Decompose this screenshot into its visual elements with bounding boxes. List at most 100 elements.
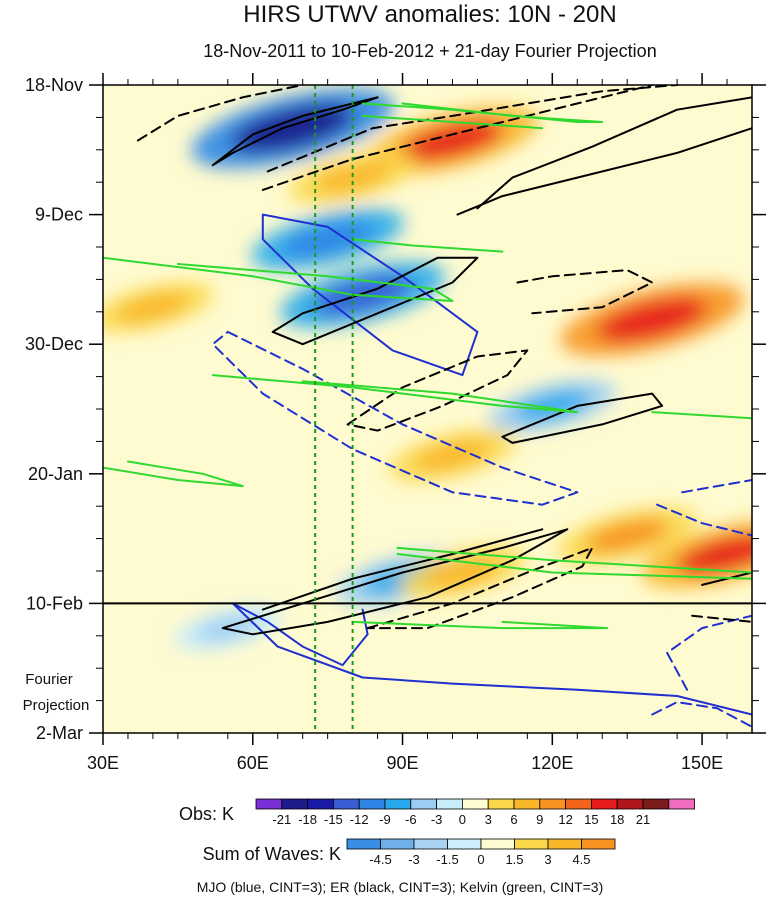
colorbar-swatch xyxy=(539,798,566,810)
colorbar-label: 12 xyxy=(558,812,572,827)
colorbar-label: 18 xyxy=(610,812,624,827)
er-contour xyxy=(346,349,529,432)
er-contour xyxy=(261,528,544,611)
colorbar-label: -9 xyxy=(379,812,391,827)
colorbar-swatch xyxy=(346,838,381,850)
obs-colorbar-label: Obs: K xyxy=(179,804,234,824)
y-tick-label: 10-Feb xyxy=(26,593,83,613)
chart-subtitle: 18-Nov-2011 to 10-Feb-2012 + 21-day Four… xyxy=(203,41,656,61)
colorbar-label: 6 xyxy=(510,812,517,827)
er-contour xyxy=(366,546,594,630)
kelvin-contour xyxy=(396,553,752,580)
er-contour xyxy=(501,392,664,444)
projection-label-line1: Fourier xyxy=(25,671,73,688)
anomaly-core xyxy=(281,220,374,258)
colorbar-label: -3 xyxy=(408,852,420,867)
colorbar-swatch xyxy=(281,798,308,810)
colorbar-swatch xyxy=(413,838,448,850)
colorbar-swatch xyxy=(642,798,670,810)
er-contour xyxy=(136,85,304,142)
x-tick-label: 30E xyxy=(87,753,119,773)
plot-area xyxy=(102,84,753,734)
colorbar-label: -1.5 xyxy=(436,852,458,867)
anomaly-core xyxy=(513,390,591,422)
er-contour xyxy=(271,256,479,346)
obs-colorbar: -21 -18 -15 -12 -9 -6 -3 0 3 6 9 12 15 18 21 xyxy=(255,798,695,827)
colorbar-label: 15 xyxy=(584,812,598,827)
colorbar-label: 3 xyxy=(544,852,551,867)
projection-label-line2: Projection xyxy=(23,697,90,714)
er-contour xyxy=(476,96,752,210)
anomaly-core xyxy=(116,292,190,323)
colorbar-label: -6 xyxy=(405,812,417,827)
er-contour xyxy=(691,614,752,623)
reference-lines xyxy=(103,85,752,733)
wave-legend-text: MJO (blue, CINT=3); ER (black, CINT=3); … xyxy=(197,879,604,895)
colorbar-swatch xyxy=(461,798,489,810)
colorbar-swatch xyxy=(668,798,695,810)
kelvin-contour xyxy=(361,102,604,123)
mjo-contour xyxy=(681,479,752,494)
anomaly-core xyxy=(675,533,752,575)
colorbar-label: 0 xyxy=(459,812,466,827)
mjo-contour xyxy=(231,602,369,667)
kelvin-contour xyxy=(396,546,752,574)
mjo-contour xyxy=(666,614,752,691)
colorbar-label: -18 xyxy=(298,812,317,827)
colorbar-swatch xyxy=(480,838,515,850)
colorbar-label: 21 xyxy=(636,812,650,827)
mjo-contour xyxy=(656,503,752,537)
colorbar-label: -12 xyxy=(350,812,369,827)
colorbar-swatch xyxy=(447,838,482,850)
colorbar-swatch xyxy=(565,798,592,810)
y-tick-label: 9-Dec xyxy=(35,205,83,225)
colorbar-swatch xyxy=(436,798,463,810)
colorbar-label: 4.5 xyxy=(572,852,590,867)
colorbar-swatch xyxy=(513,798,541,810)
colorbar-swatch xyxy=(307,798,334,810)
x-tick-label: 90E xyxy=(387,753,419,773)
colorbar-swatch xyxy=(358,798,386,810)
waves-colorbar: -4.5 -3 -1.5 0 1.5 3 4.5 xyxy=(346,838,616,867)
wave-contours xyxy=(103,85,752,728)
anomaly-core xyxy=(597,297,708,342)
kelvin-contour xyxy=(103,256,454,302)
kelvin-contour xyxy=(361,114,544,130)
colorbar-swatch xyxy=(410,798,437,810)
anomaly-core xyxy=(585,518,670,553)
anomaly-core xyxy=(401,120,504,162)
colorbar-swatch xyxy=(255,798,283,810)
er-contour xyxy=(456,127,752,216)
x-tick-label: 120E xyxy=(531,753,573,773)
colorbar-swatch xyxy=(514,838,549,850)
colorbar-label: 9 xyxy=(536,812,543,827)
colorbar-label: -21 xyxy=(272,812,291,827)
anomaly-core xyxy=(314,161,391,194)
chart-title: HIRS UTWV anomalies: 10N - 20N xyxy=(243,1,616,28)
kelvin-contour xyxy=(351,238,504,253)
colorbar-label: 3 xyxy=(485,812,492,827)
er-contour xyxy=(261,85,654,191)
kelvin-contour xyxy=(103,460,244,488)
y-tick-label: 2-Mar xyxy=(36,723,83,743)
colorbar-label: -15 xyxy=(324,812,343,827)
colorbar-label: 0 xyxy=(477,852,484,867)
y-tick-label: 30-Dec xyxy=(25,334,83,354)
mjo-contour xyxy=(261,213,479,377)
colorbar-swatch xyxy=(384,798,412,810)
colorbar-swatch xyxy=(487,798,515,810)
colorbar-swatch xyxy=(581,838,616,850)
colorbar-label: -3 xyxy=(431,812,443,827)
x-tick-label: 150E xyxy=(681,753,723,773)
mjo-contour xyxy=(651,701,752,728)
colorbar-swatch xyxy=(380,838,415,850)
colorbar-label: 1.5 xyxy=(505,852,523,867)
kelvin-contour xyxy=(351,620,609,630)
er-contour xyxy=(266,85,679,173)
colorbar-swatch xyxy=(616,798,644,810)
er-contour xyxy=(221,528,569,636)
mjo-contour xyxy=(231,602,752,716)
anomaly-core xyxy=(414,439,491,471)
